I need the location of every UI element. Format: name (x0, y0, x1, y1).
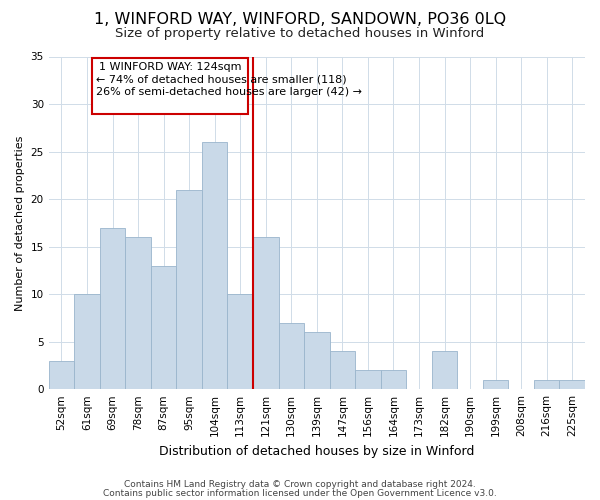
Text: Size of property relative to detached houses in Winford: Size of property relative to detached ho… (115, 28, 485, 40)
Bar (100, 228, 125, 389)
Bar (355, 370, 380, 389)
Text: 1, WINFORD WAY, WINFORD, SANDOWN, PO36 0LQ: 1, WINFORD WAY, WINFORD, SANDOWN, PO36 0… (94, 12, 506, 28)
Bar (559, 380, 585, 389)
Bar (176, 190, 202, 389)
Bar (278, 322, 304, 389)
FancyBboxPatch shape (92, 58, 248, 114)
Bar (227, 294, 253, 389)
Bar (483, 380, 508, 389)
Bar (202, 142, 227, 389)
Text: 26% of semi-detached houses are larger (42) →: 26% of semi-detached houses are larger (… (96, 87, 362, 97)
Bar (49, 360, 74, 389)
Bar (534, 380, 559, 389)
Text: ← 74% of detached houses are smaller (118): ← 74% of detached houses are smaller (11… (96, 74, 347, 84)
Bar (151, 266, 176, 389)
Text: 1 WINFORD WAY: 124sqm: 1 WINFORD WAY: 124sqm (99, 62, 241, 72)
Bar (253, 237, 278, 389)
X-axis label: Distribution of detached houses by size in Winford: Distribution of detached houses by size … (159, 444, 475, 458)
Bar (432, 351, 457, 389)
Text: Contains HM Land Registry data © Crown copyright and database right 2024.: Contains HM Land Registry data © Crown c… (124, 480, 476, 489)
Bar (329, 351, 355, 389)
Bar (304, 332, 329, 389)
Text: Contains public sector information licensed under the Open Government Licence v3: Contains public sector information licen… (103, 488, 497, 498)
Bar (380, 370, 406, 389)
Bar (125, 237, 151, 389)
Y-axis label: Number of detached properties: Number of detached properties (15, 135, 25, 310)
Bar (74, 294, 100, 389)
